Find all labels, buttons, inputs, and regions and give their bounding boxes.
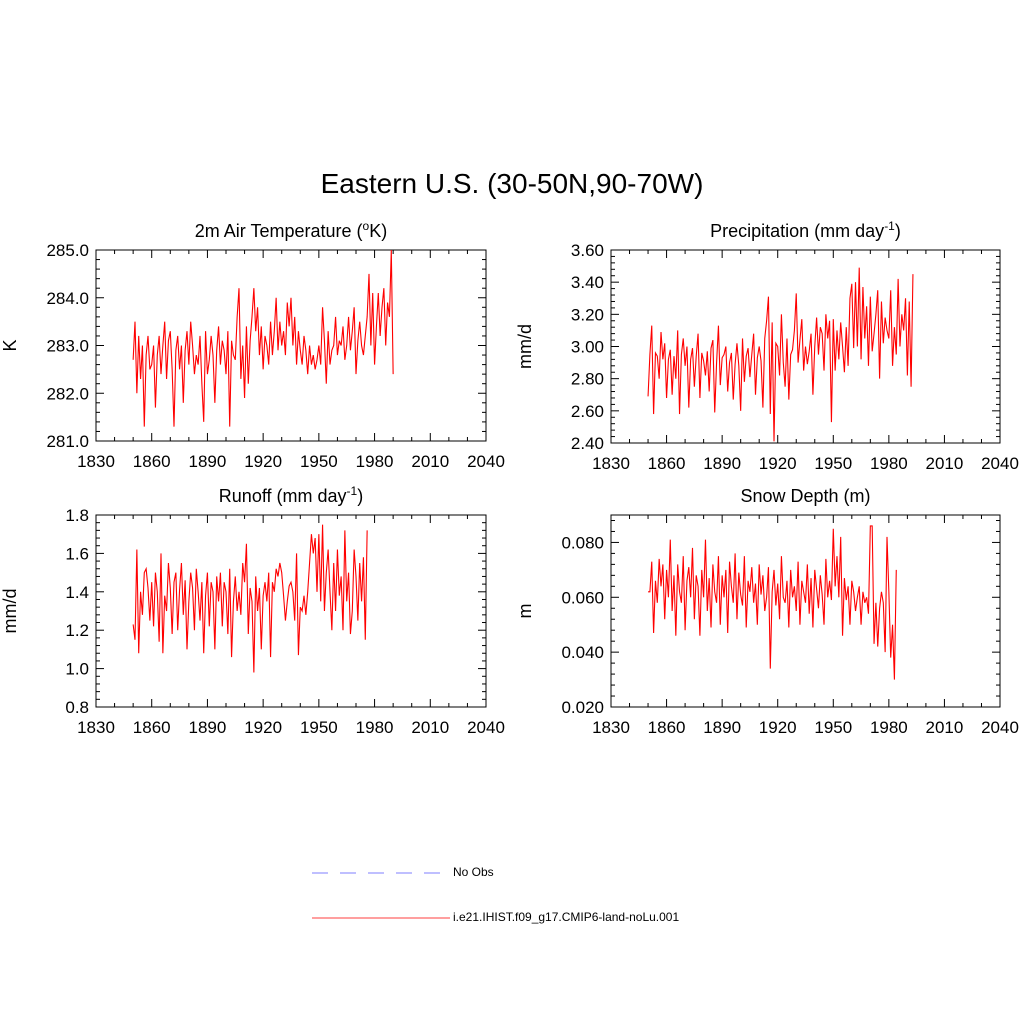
x-tick-label: 2010: [411, 718, 449, 737]
plot-frame-temperature: [95, 249, 487, 442]
y-tick-label: 0.040: [561, 643, 604, 662]
x-tick-label: 1920: [244, 718, 282, 737]
x-tick-label: 2010: [411, 452, 449, 471]
series-line-snow-depth: [648, 525, 897, 680]
y-tick-label: 283.0: [46, 337, 89, 356]
y-tick-label: 281.0: [46, 432, 89, 451]
y-axis-label-runoff: mm/d: [0, 589, 20, 634]
x-tick-label: 1920: [759, 718, 797, 737]
y-axis-label-snow-depth: m: [515, 604, 535, 619]
x-tick-label: 1980: [356, 452, 394, 471]
x-tick-label: 1890: [189, 452, 227, 471]
y-tick-label: 2.40: [571, 434, 604, 453]
y-tick-label: 0.080: [561, 533, 604, 552]
x-tick-label: 1830: [77, 452, 115, 471]
panel-title-runoff: Runoff (mm day-1): [219, 484, 363, 506]
x-tick-label: 2040: [981, 718, 1019, 737]
plot-frame-runoff: [95, 514, 487, 708]
x-tick-label: 1860: [648, 718, 686, 737]
x-tick-label: 1920: [759, 454, 797, 473]
x-tick-label: 1830: [592, 718, 630, 737]
panel-precipitation: 1830 1860 1890 1920 1950 1980 2010 2040 2.40 2.60…: [515, 219, 1019, 473]
y-tick-label: 3.40: [571, 273, 604, 292]
x-tick-label: 1950: [300, 452, 338, 471]
series-line-temperature: [132, 249, 394, 427]
x-tick-label: 2040: [981, 454, 1019, 473]
y-axis-label-temperature: K: [0, 339, 20, 351]
x-tick-label: 1890: [703, 718, 741, 737]
x-tick-label: 1830: [592, 454, 630, 473]
x-tick-label: 1860: [133, 718, 171, 737]
panel-runoff: 1830 1860 1890 1920 1950 1980 2010 2040 0.8 1.0 1.…: [0, 484, 505, 737]
x-tick-label: 1890: [703, 454, 741, 473]
x-tick-label: 2010: [926, 718, 964, 737]
y-tick-label: 3.00: [571, 338, 604, 357]
y-tick-label: 285.0: [46, 241, 89, 260]
x-tick-label: 1950: [814, 454, 852, 473]
x-tick-label: 1830: [77, 718, 115, 737]
x-tick-label: 1980: [356, 718, 394, 737]
y-tick-label: 0.8: [65, 698, 89, 717]
y-tick-label: 1.0: [65, 660, 89, 679]
x-tick-label: 1920: [244, 452, 282, 471]
y-tick-label: 3.20: [571, 305, 604, 324]
y-tick-label: 0.060: [561, 588, 604, 607]
x-tick-label: 1860: [133, 452, 171, 471]
panel-title-precipitation: Precipitation (mm day-1): [710, 219, 901, 241]
series-line-runoff: [132, 524, 368, 673]
x-tick-label: 1860: [648, 454, 686, 473]
y-tick-label: 282.0: [46, 384, 89, 403]
panel-temperature: 1830 1860 1890 1920 1950 1980 2010 2040 281.0 282…: [0, 219, 505, 471]
x-tick-label: 1980: [870, 718, 908, 737]
y-tick-label: 1.8: [65, 506, 89, 525]
y-tick-label: 284.0: [46, 289, 89, 308]
x-tick-label: 2010: [926, 454, 964, 473]
x-tick-label: 1950: [814, 718, 852, 737]
y-tick-label: 1.4: [65, 583, 89, 602]
x-tick-label: 2040: [467, 718, 505, 737]
y-tick-label: 0.020: [561, 698, 604, 717]
x-tick-label: 1950: [300, 718, 338, 737]
panel-title-snow-depth: Snow Depth (m): [740, 486, 870, 506]
series-line-precipitation: [647, 267, 914, 442]
y-tick-label: 2.80: [571, 370, 604, 389]
x-tick-label: 2040: [467, 452, 505, 471]
panel-title-temperature: 2m Air Temperature (oK): [195, 219, 387, 241]
y-tick-label: 1.2: [65, 621, 89, 640]
panel-snow-depth: 1830 1860 1890 1920 1950 1980 2010 2040 0.020 0.0…: [515, 486, 1019, 737]
x-tick-label: 1980: [870, 454, 908, 473]
figure-title: Eastern U.S. (30-50N,90-70W): [320, 168, 704, 199]
y-tick-label: 2.60: [571, 402, 604, 421]
plot-frame-snow-depth: [610, 514, 1001, 708]
y-tick-label: 1.6: [65, 544, 89, 563]
y-axis-label-precipitation: mm/d: [515, 324, 535, 369]
y-tick-label: 3.60: [571, 241, 604, 260]
x-tick-label: 1890: [189, 718, 227, 737]
